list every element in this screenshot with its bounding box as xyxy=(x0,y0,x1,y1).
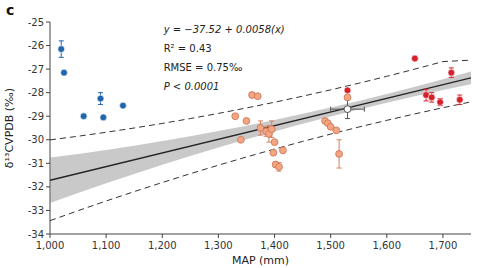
y-tick xyxy=(46,139,50,140)
point xyxy=(333,127,340,134)
x-tick xyxy=(442,234,443,238)
y-tick-label: -30 xyxy=(28,134,44,145)
error-bar xyxy=(429,93,434,102)
y-tick xyxy=(46,92,50,93)
error-bar xyxy=(345,100,350,119)
y-tick xyxy=(46,22,50,23)
annotation: P < 0.0001 xyxy=(164,81,220,92)
x-axis-line xyxy=(50,234,471,235)
y-tick-label: -29 xyxy=(28,111,44,122)
y-tick xyxy=(46,234,50,235)
prediction-line xyxy=(50,102,471,221)
x-tick-label: 1,700 xyxy=(429,240,458,251)
y-tick xyxy=(46,45,50,46)
x-tick xyxy=(162,234,163,238)
point xyxy=(344,87,351,94)
annotation: y = −37.52 + 0.0058(x) xyxy=(163,24,285,35)
point xyxy=(428,94,435,101)
x-tick xyxy=(218,234,219,238)
point xyxy=(254,93,261,100)
error-bar xyxy=(59,41,64,57)
point xyxy=(61,69,68,76)
x-tick-label: 1,000 xyxy=(36,240,65,251)
y-tick-label: -27 xyxy=(28,64,44,75)
point xyxy=(232,113,239,120)
y-axis-label: δ¹³CVPDB (‰) xyxy=(3,88,16,168)
point xyxy=(336,151,343,158)
point xyxy=(280,147,287,154)
y-tick-label: -26 xyxy=(28,40,44,51)
y-tick-label: -34 xyxy=(28,229,44,240)
point xyxy=(97,95,104,102)
axes: -34 -33 -32 -31 -30 -29 -28 -27 -26 -25 1,000 1,100… xyxy=(28,17,471,252)
y-tick xyxy=(46,186,50,187)
point xyxy=(456,96,463,103)
point xyxy=(120,102,127,109)
point xyxy=(100,114,107,121)
x-tick xyxy=(106,234,107,238)
y-tick xyxy=(46,116,50,117)
x-tick xyxy=(274,234,275,238)
error-bar xyxy=(258,121,263,135)
plot-area xyxy=(50,41,471,221)
y-tick-label: -32 xyxy=(28,181,44,192)
point xyxy=(268,126,275,133)
point xyxy=(237,136,244,143)
point xyxy=(344,94,351,101)
error-bar xyxy=(277,163,282,171)
error-bar xyxy=(424,89,429,101)
confidence-band xyxy=(50,71,471,203)
point xyxy=(80,113,87,120)
y-tick-label: -25 xyxy=(28,17,44,28)
y-tick xyxy=(46,163,50,164)
error-bar xyxy=(438,99,443,106)
y-tick-label: -31 xyxy=(28,158,44,169)
error-bar xyxy=(337,140,342,168)
x-tick xyxy=(50,234,51,238)
error-bar xyxy=(449,68,454,77)
point xyxy=(271,139,278,146)
y-tick xyxy=(46,210,50,211)
point xyxy=(411,55,418,62)
y-tick-label: -28 xyxy=(28,87,44,98)
x-tick-label: 1,200 xyxy=(148,240,177,251)
x-error-bar xyxy=(331,107,365,112)
x-tick xyxy=(330,234,331,238)
x-tick-label: 1,600 xyxy=(372,240,401,251)
y-tick xyxy=(46,69,50,70)
x-tick-label: 1,400 xyxy=(260,240,289,251)
x-tick-label: 1,300 xyxy=(204,240,233,251)
x-tick-label: 1,100 xyxy=(92,240,121,251)
chart: -34 -33 -32 -31 -30 -29 -28 -27 -26 -25 1,000 1,100… xyxy=(0,0,483,268)
point xyxy=(448,69,455,76)
y-tick-label: -33 xyxy=(28,205,44,216)
point xyxy=(437,99,444,106)
regression-line xyxy=(50,78,471,180)
error-bar xyxy=(98,93,103,105)
annotation: RMSE = 0.75‰ xyxy=(164,62,243,73)
panel-label: c xyxy=(6,2,14,18)
error-bar xyxy=(457,95,462,104)
x-axis-label: MAP (mm) xyxy=(232,254,289,267)
point xyxy=(270,149,277,156)
point xyxy=(344,106,351,113)
point xyxy=(243,118,250,125)
point xyxy=(276,163,283,170)
x-tick-label: 1,500 xyxy=(316,240,345,251)
prediction-line xyxy=(50,60,471,140)
annotation: R² = 0.43 xyxy=(164,43,212,54)
point xyxy=(58,46,65,53)
x-tick xyxy=(386,234,387,238)
